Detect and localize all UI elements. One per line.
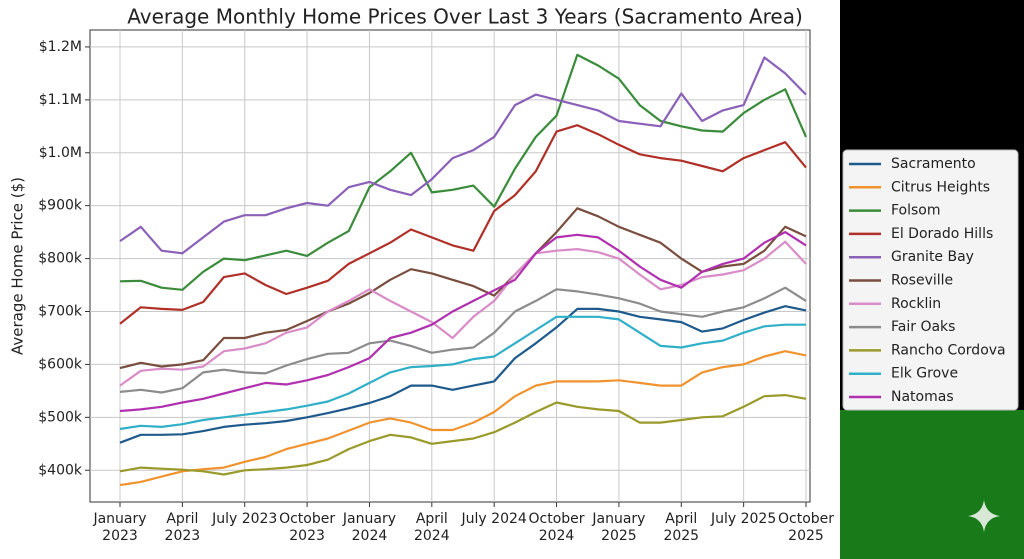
y-tick-label: $1.2M (39, 39, 82, 55)
legend-label: Rancho Cordova (891, 342, 1006, 358)
chart-title: Average Monthly Home Prices Over Last 3 … (127, 5, 803, 29)
x-tick-label: October 2023 (279, 511, 336, 544)
series-line (119, 56, 807, 255)
legend-label: Citrus Heights (891, 179, 990, 195)
legend-label: Roseville (891, 273, 953, 289)
legend-box (842, 149, 1019, 411)
y-axis-label: Average Home Price ($) (9, 177, 27, 355)
x-tick-label: October 2024 (528, 511, 585, 544)
x-tick-label: April 2025 (663, 511, 700, 544)
x-tick-label: July 2025 (710, 511, 777, 527)
legend-label: Granite Bay (891, 249, 974, 265)
x-tick-label: April 2024 (413, 511, 450, 544)
legend-label: Folsom (891, 203, 941, 219)
y-tick-label: $1.0M (39, 145, 82, 161)
y-tick-label: $1.1M (39, 92, 82, 108)
legend-label: Sacramento (891, 156, 976, 172)
y-tick-label: $600k (38, 356, 83, 372)
series-line (119, 207, 807, 370)
series-line (119, 124, 807, 325)
x-tick-label: April 2023 (164, 511, 201, 544)
x-tick-label: January 2025 (592, 511, 646, 544)
sparkle-icon (968, 500, 1000, 532)
y-tick-label: $700k (38, 304, 83, 320)
series-line (119, 305, 807, 444)
series-line (119, 394, 807, 476)
x-tick-label: January 2024 (342, 511, 396, 544)
series-line (119, 350, 807, 487)
y-tick-label: $400k (38, 462, 83, 478)
plot-area (89, 29, 811, 503)
legend-label: Rocklin (891, 296, 941, 312)
legend-label: Fair Oaks (891, 319, 955, 335)
background-green (840, 410, 1024, 559)
legend-label: El Dorado Hills (891, 226, 993, 242)
legend-label: Elk Grove (891, 366, 958, 382)
series-line (119, 53, 808, 291)
x-tick-label: July 2024 (461, 511, 527, 527)
x-tick-label: October 2025 (777, 511, 835, 544)
series-line (119, 231, 807, 413)
y-tick-label: $800k (38, 251, 83, 267)
legend-label: Natomas (891, 389, 954, 405)
series-line (119, 315, 806, 431)
y-tick-label: $500k (38, 409, 83, 425)
series-line (119, 286, 807, 394)
y-tick-label: $900k (38, 198, 83, 214)
x-tick-label: January 2023 (93, 511, 147, 544)
x-tick-label: July 2023 (212, 511, 278, 527)
